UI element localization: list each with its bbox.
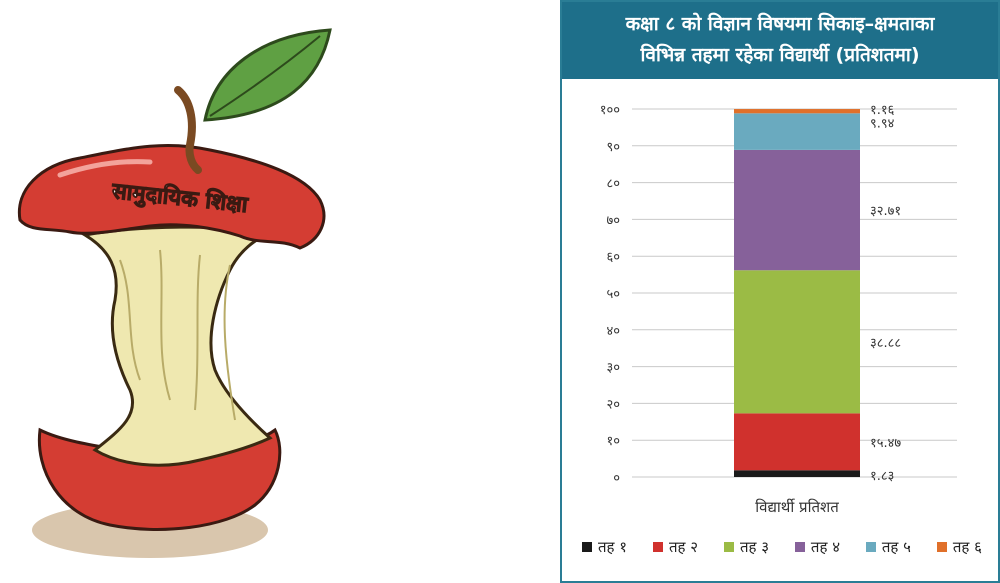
apple-stem [174, 86, 202, 174]
stacked-bar-chart: ० १० २० ३० ४० ५० ६० ७० ८० ९० १०० १.८३ १५.४७ ३८.८८ ३२.७… [600, 103, 957, 516]
bar-segment-tah-6 [734, 109, 860, 114]
bar-segment-tah-4 [734, 149, 860, 271]
y-tick-label-80: ८० [606, 177, 620, 192]
y-tick-label-50: ५० [606, 287, 620, 302]
legend-swatch-tah-4 [794, 542, 805, 552]
y-tick-label-90: ९० [606, 140, 620, 155]
legend-item-tah-6: तह ६ [936, 537, 982, 557]
data-label-tah-5: ९.९४ [870, 116, 895, 131]
data-label-tah-4: ३२.७१ [870, 204, 901, 219]
legend-swatch-tah-5 [865, 542, 876, 552]
legend-label-tah-1: तह १ [598, 538, 628, 556]
data-label-tah-1: १.८३ [870, 469, 894, 484]
bar-segment-tah-1 [734, 470, 860, 477]
legend-item-tah-5: तह ५ [865, 537, 911, 557]
y-tick-label-30: ३० [606, 361, 620, 376]
y-tick-label-60: ६० [606, 250, 620, 265]
y-tick-label-40: ४० [606, 324, 620, 339]
chart-title-line-2: विभिन्न तहमा रहेका विद्यार्थी (प्रतिशतमा… [640, 44, 920, 66]
legend-swatch-tah-2 [652, 542, 663, 552]
apple-top-skin [17, 143, 326, 250]
y-tick-label-20: २० [606, 397, 620, 412]
legend-item-tah-2: तह २ [652, 537, 699, 557]
chart-legend: तह १ तह २ तह ३ तह ४ तह ५ तह ६ [582, 537, 982, 557]
chart-panel: कक्षा ८ को विज्ञान विषयमा सिकाइ–क्षमताका… [560, 0, 1000, 583]
chart-title: कक्षा ८ को विज्ञान विषयमा सिकाइ–क्षमताका… [562, 2, 998, 79]
y-tick-label-10: १० [606, 434, 620, 449]
legend-swatch-tah-6 [936, 542, 947, 552]
data-label-tah-2: १५.४७ [870, 436, 901, 451]
bar-segment-tah-2 [734, 413, 860, 471]
data-label-tah-6: १.१६ [870, 103, 895, 118]
chart-title-line-1: कक्षा ८ को विज्ञान विषयमा सिकाइ–क्षमताका [625, 13, 935, 35]
y-tick-label-70: ७० [606, 213, 620, 228]
legend-label-tah-6: तह ६ [952, 538, 982, 556]
leaf-vein [209, 35, 321, 117]
legend-label-tah-5: तह ५ [881, 538, 911, 556]
apple-core [80, 225, 275, 467]
bar-segment-tah-3 [734, 270, 860, 414]
apple-highlight [57, 159, 153, 178]
legend-label-tah-2: तह २ [668, 538, 699, 556]
y-tick-label-0: ० [613, 471, 620, 486]
apple-core-illustration: सामुदायिक शिक्षा [17, 28, 332, 558]
legend-label-tah-3: तह ३ [739, 538, 770, 556]
legend-label-tah-4: तह ४ [810, 538, 840, 556]
bar-segment-tah-5 [734, 113, 860, 150]
x-axis-label: विद्यार्थी प्रतिशत [755, 498, 839, 516]
legend-item-tah-4: तह ४ [794, 537, 840, 557]
y-tick-label-100: १०० [600, 103, 620, 118]
legend-item-tah-1: तह १ [582, 537, 627, 557]
legend-swatch-tah-1 [582, 542, 592, 552]
core-texture [119, 249, 236, 421]
legend-item-tah-3: तह ३ [723, 537, 770, 557]
data-label-tah-3: ३८.८८ [870, 336, 901, 351]
legend-swatch-tah-3 [723, 542, 734, 552]
